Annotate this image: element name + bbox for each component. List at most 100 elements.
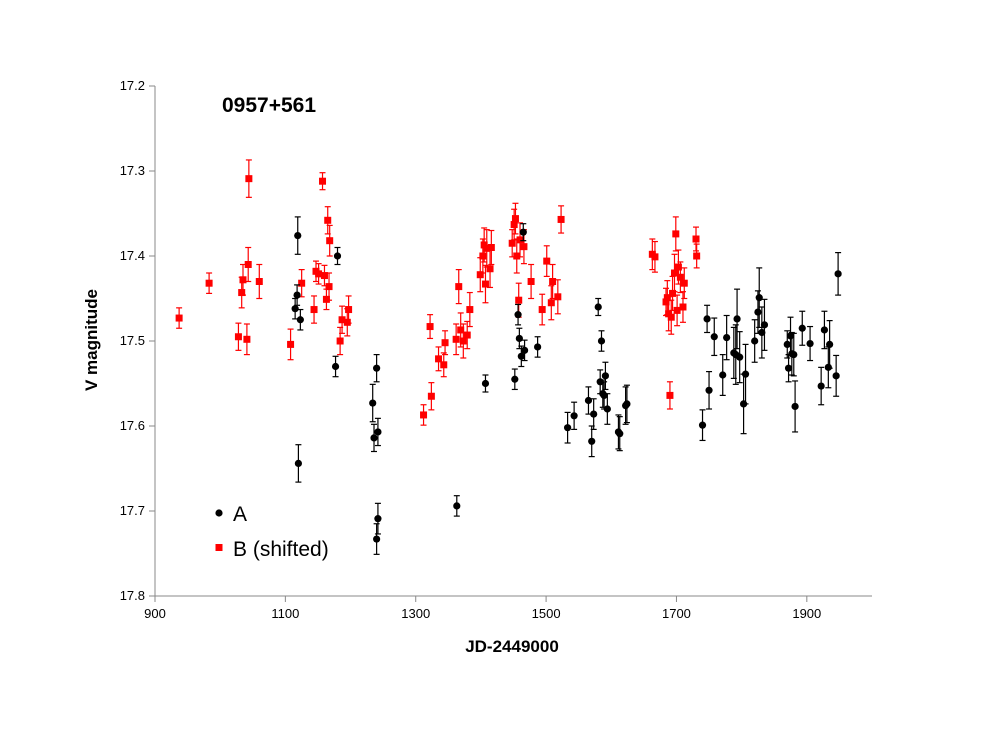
data-point-b [554, 279, 562, 315]
data-point-b [420, 404, 428, 426]
data-point-a [374, 502, 382, 535]
marker-b [693, 252, 701, 260]
marker-b [670, 269, 678, 277]
marker-b [692, 235, 700, 243]
data-point-b [543, 245, 551, 277]
data-point-b [666, 381, 674, 410]
data-point-a [519, 223, 527, 242]
data-point-a [786, 316, 795, 356]
marker-a [590, 410, 598, 418]
marker-b [435, 355, 443, 363]
marker-b [440, 361, 448, 369]
marker-a [514, 311, 522, 319]
marker-a [511, 375, 519, 383]
marker-a [754, 308, 762, 316]
data-point-a [296, 308, 304, 331]
x-tick-label: 1900 [792, 606, 821, 621]
marker-a [741, 370, 750, 378]
data-point-a [755, 267, 763, 328]
marker-a [453, 502, 461, 510]
marker-a [705, 386, 713, 394]
marker-b [663, 294, 671, 302]
marker-b [427, 392, 435, 400]
y-tick-label: 17.2 [120, 78, 145, 93]
data-point-b [672, 216, 680, 252]
marker-b [255, 278, 263, 285]
marker-b [651, 253, 659, 261]
marker-b [669, 289, 677, 297]
data-point-b [516, 222, 524, 258]
marker-b [459, 337, 467, 345]
data-point-a [817, 366, 825, 406]
data-point-a [481, 374, 490, 393]
data-point-a [534, 336, 542, 358]
data-point-a [453, 495, 461, 517]
marker-b [426, 323, 434, 331]
marker-b [466, 306, 474, 314]
data-point-b [692, 226, 700, 252]
marker-a [517, 352, 525, 360]
data-point-b [676, 261, 684, 294]
marker-a [564, 424, 572, 432]
marker-a [294, 459, 302, 467]
marker-b [520, 243, 528, 251]
chart-title: 0957+561 [222, 94, 316, 117]
data-point-b [673, 294, 681, 327]
x-tick-label: 1500 [532, 606, 561, 621]
data-point-b [510, 208, 518, 241]
marker-a [755, 294, 763, 302]
data-point-a [832, 354, 840, 397]
data-point-b [205, 272, 213, 294]
marker-b [420, 411, 428, 419]
marker-a [291, 305, 299, 313]
marker-b [510, 221, 518, 229]
data-point-a [826, 320, 834, 369]
data-point-b [511, 202, 519, 235]
marker-b [234, 333, 242, 341]
data-point-a [710, 317, 718, 357]
marker-a [784, 364, 793, 372]
data-point-b [426, 314, 434, 340]
legend-label-b: B (shifted) [233, 538, 329, 561]
marker-a [751, 337, 759, 345]
data-point-a [373, 523, 381, 555]
data-point-b [466, 291, 474, 328]
marker-a [623, 400, 631, 408]
marker-b [326, 237, 334, 245]
marker-a [798, 324, 806, 332]
data-point-a [374, 417, 382, 447]
data-point-a [784, 354, 793, 383]
marker-a [790, 351, 798, 359]
marker-a [698, 421, 707, 429]
marker-b [243, 335, 251, 343]
marker-a [294, 232, 302, 240]
marker-b [320, 272, 328, 280]
marker-b [515, 296, 523, 304]
data-point-b [557, 205, 565, 234]
marker-a [374, 515, 382, 523]
data-point-b [693, 243, 701, 269]
marker-b [205, 279, 213, 287]
y-tick-label: 17.3 [120, 163, 145, 178]
data-point-a [294, 216, 302, 255]
marker-a [600, 391, 608, 399]
marker-b [325, 283, 333, 291]
data-point-b [315, 263, 323, 285]
data-point-a [705, 371, 713, 410]
data-point-a [806, 325, 814, 362]
data-point-b [679, 291, 687, 323]
legend-marker-b [215, 544, 223, 551]
marker-b [310, 306, 318, 314]
data-point-b [547, 285, 555, 321]
data-point-b [452, 323, 460, 356]
data-point-b [325, 272, 333, 301]
marker-b [527, 278, 535, 285]
marker-a [820, 326, 829, 334]
data-point-a [514, 303, 522, 326]
legend-label-a: A [233, 503, 247, 526]
marker-a [333, 252, 342, 260]
x-tick-label: 1700 [662, 606, 691, 621]
marker-b [667, 313, 675, 321]
y-tick-label: 17.7 [120, 503, 145, 518]
